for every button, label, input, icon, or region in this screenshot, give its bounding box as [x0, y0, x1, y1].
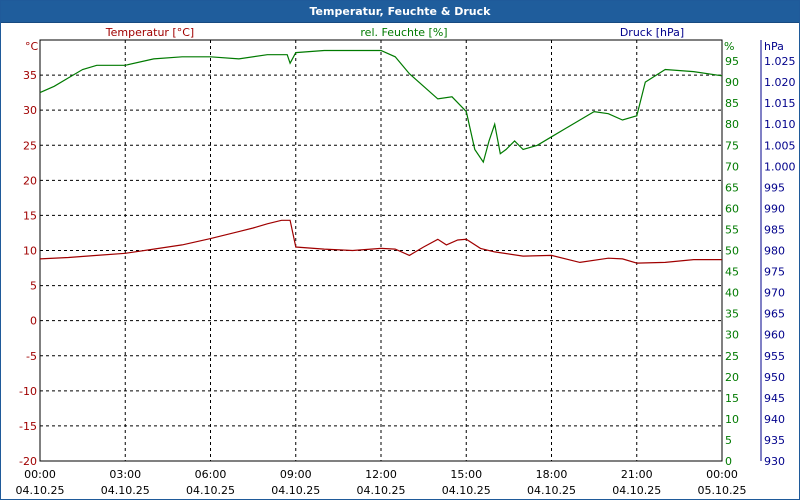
x-tick-time-label: 18:00	[536, 468, 568, 481]
temperature-unit-label: °C	[25, 40, 39, 53]
chart-title: Temperatur, Feuchte & Druck	[1, 1, 799, 23]
temperature-tick-label: 5	[30, 280, 37, 293]
humidity-tick-label: 5	[725, 434, 732, 447]
pressure-tick-label: 995	[764, 181, 785, 194]
humidity-tick-label: 75	[725, 139, 739, 152]
humidity-tick-label: 20	[725, 371, 739, 384]
temperature-tick-label: 15	[23, 209, 37, 222]
temperature-tick-label: -15	[19, 420, 37, 433]
temperature-tick-label: 25	[23, 139, 37, 152]
pressure-tick-label: 950	[764, 371, 785, 384]
humidity-tick-label: 70	[725, 160, 739, 173]
temperature-tick-label: -20	[19, 455, 37, 468]
temperature-tick-label: 35	[23, 69, 37, 82]
plot-area-border	[39, 39, 723, 462]
pressure-unit-label: hPa	[764, 40, 784, 53]
temperature-tick-label: 0	[30, 315, 37, 328]
x-tick-date-label: 04.10.25	[16, 484, 65, 497]
pressure-tick-label: 1.020	[764, 76, 796, 89]
humidity-tick-label: 90	[725, 76, 739, 89]
humidity-tick-label: 40	[725, 287, 739, 300]
humidity-tick-label: 85	[725, 97, 739, 110]
pressure-tick-label: 985	[764, 223, 785, 236]
temperature-tick-label: 10	[23, 245, 37, 258]
temperature-tick-label: 20	[23, 174, 37, 187]
pressure-tick-label: 1.000	[764, 160, 796, 173]
humidity-tick-label: 25	[725, 350, 739, 363]
pressure-tick-label: 965	[764, 308, 785, 321]
x-tick-time-label: 00:00	[24, 468, 56, 481]
humidity-tick-label: 55	[725, 223, 739, 236]
humidity-unit-label: %	[724, 40, 734, 53]
temperature-tick-label: 30	[23, 104, 37, 117]
x-tick-time-label: 00:00	[706, 468, 738, 481]
humidity-tick-label: 45	[725, 266, 739, 279]
x-tick-date-label: 04.10.25	[357, 484, 406, 497]
x-tick-date-label: 05.10.25	[698, 484, 747, 497]
x-tick-date-label: 04.10.25	[101, 484, 150, 497]
x-tick-time-label: 15:00	[450, 468, 482, 481]
x-tick-time-label: 12:00	[365, 468, 397, 481]
pressure-tick-label: 1.005	[764, 139, 796, 152]
pressure-tick-label: 1.010	[764, 118, 796, 131]
pressure-tick-label: 955	[764, 350, 785, 363]
humidity-axis-label: rel. Feuchte [%]	[360, 26, 447, 39]
humidity-tick-label: 60	[725, 202, 739, 215]
humidity-tick-label: 30	[725, 329, 739, 342]
temperature-tick-label: -10	[19, 385, 37, 398]
x-tick-date-label: 04.10.25	[271, 484, 320, 497]
x-tick-time-label: 06:00	[195, 468, 227, 481]
pressure-tick-label: 930	[764, 455, 785, 468]
humidity-tick-label: 95	[725, 55, 739, 68]
x-tick-time-label: 09:00	[280, 468, 312, 481]
humidity-series-line	[39, 49, 723, 164]
pressure-tick-label: 940	[764, 413, 785, 426]
pressure-tick-label: 945	[764, 392, 785, 405]
temperature-axis-label: Temperatur [°C]	[105, 26, 194, 39]
x-tick-date-label: 04.10.25	[612, 484, 661, 497]
x-tick-time-label: 03:00	[109, 468, 141, 481]
humidity-tick-label: 65	[725, 181, 739, 194]
x-tick-time-label: 21:00	[621, 468, 653, 481]
temperature-series-line	[39, 219, 722, 264]
pressure-tick-label: 935	[764, 434, 785, 447]
pressure-tick-label: 980	[764, 245, 785, 258]
pressure-tick-label: 960	[764, 329, 785, 342]
humidity-tick-label: 15	[725, 392, 739, 405]
pressure-tick-label: 1.025	[764, 55, 796, 68]
pressure-tick-label: 1.015	[764, 97, 796, 110]
x-tick-date-label: 04.10.25	[186, 484, 235, 497]
temperature-tick-label: -5	[26, 350, 37, 363]
pressure-axis-label: Druck [hPa]	[620, 26, 684, 39]
pressure-tick-label: 990	[764, 202, 785, 215]
humidity-tick-label: 50	[725, 245, 739, 258]
pressure-tick-label: 975	[764, 266, 785, 279]
x-tick-date-label: 04.10.25	[527, 484, 576, 497]
humidity-tick-label: 35	[725, 308, 739, 321]
pressure-tick-label: 970	[764, 287, 785, 300]
humidity-tick-label: 0	[725, 455, 732, 468]
x-tick-date-label: 04.10.25	[442, 484, 491, 497]
humidity-tick-label: 10	[725, 413, 739, 426]
humidity-tick-label: 80	[725, 118, 739, 131]
